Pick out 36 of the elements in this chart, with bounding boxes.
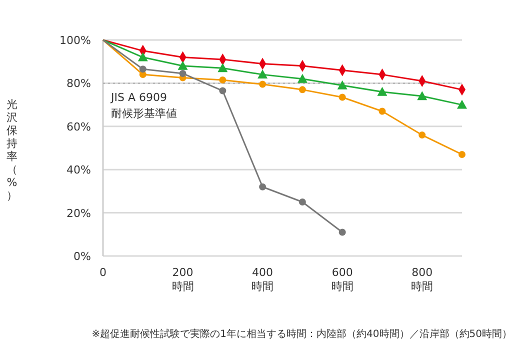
- point: [378, 108, 386, 115]
- point: [298, 86, 306, 94]
- point: [218, 63, 228, 72]
- y-tick-label: 40%: [66, 164, 91, 177]
- x-tick-label: 200 時間: [172, 266, 194, 293]
- point: [297, 74, 308, 83]
- point: [259, 80, 266, 88]
- point: [338, 228, 346, 236]
- point: [179, 70, 186, 77]
- y-tick-label: 100%: [60, 34, 91, 47]
- point: [418, 132, 426, 139]
- y-tick-label: 80%: [66, 77, 91, 90]
- point: [219, 87, 226, 94]
- y-axis-title: 光沢保持率（%）: [6, 98, 18, 202]
- y-tick-label: 20%: [66, 206, 91, 220]
- x-tick-label: 0: [100, 266, 106, 279]
- point: [219, 76, 226, 84]
- point: [337, 80, 348, 90]
- point: [457, 100, 467, 109]
- point: [258, 70, 268, 79]
- x-tick-label: 800 時間: [411, 266, 434, 293]
- text: ※超促進耐候性試験で実際の1年に相当する時間：内陸部（約40時間）／沿岸部（約50時間）: [92, 328, 512, 340]
- ref-line-label: JIS A 6909 耐候形基準値: [110, 91, 177, 120]
- point: [259, 183, 266, 190]
- y-tick-label: 60%: [66, 120, 91, 134]
- point: [178, 60, 188, 70]
- x-tick-label: 400 時間: [252, 266, 274, 293]
- point: [458, 150, 466, 158]
- y-tick-label: 0%: [74, 250, 91, 263]
- point: [417, 91, 428, 100]
- point: [139, 66, 146, 73]
- x-tick-label: 600 時間: [331, 266, 354, 293]
- point: [338, 94, 346, 101]
- point: [377, 86, 388, 96]
- point: [298, 198, 306, 206]
- point: [138, 52, 148, 62]
